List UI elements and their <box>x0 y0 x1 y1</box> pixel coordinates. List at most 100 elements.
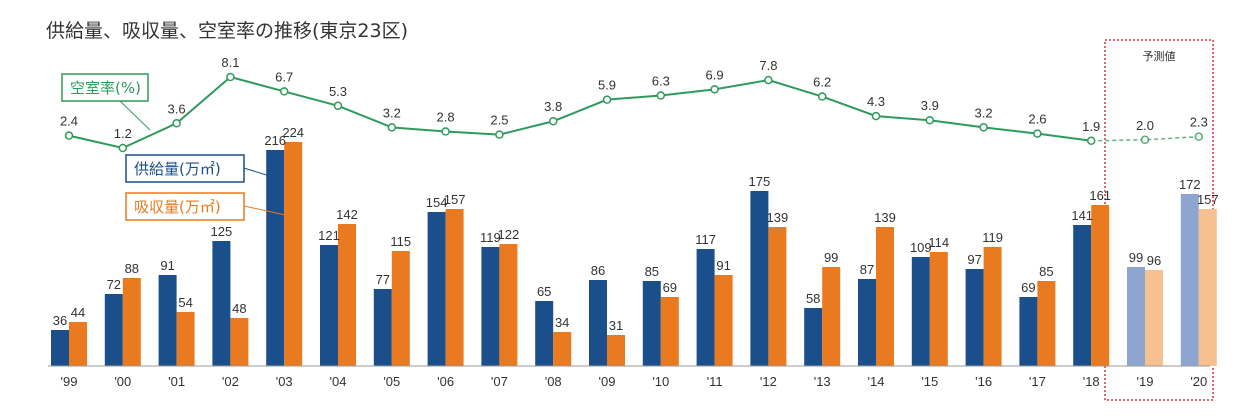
absorption-value-label: 119 <box>982 230 1003 245</box>
supply-bar <box>858 279 876 366</box>
vacancy-value-label: 2.4 <box>60 114 78 129</box>
vacancy-value-label: 1.2 <box>114 126 132 141</box>
absorption-value-label: 142 <box>336 207 358 222</box>
vacancy-value-label: 1.9 <box>1082 119 1100 134</box>
legend-vacancy-box <box>61 73 149 102</box>
x-tick-label: '05 <box>383 374 400 389</box>
absorption-bar <box>176 312 195 366</box>
vacancy-point <box>495 130 504 139</box>
vacancy-point <box>172 119 181 128</box>
legend-absorption-label: 吸収量(万㎡) <box>134 198 221 216</box>
legend-vacancy-leader <box>119 100 151 131</box>
vacancy-value-label: 6.9 <box>706 67 724 82</box>
absorption-value-label: 224 <box>282 125 304 140</box>
absorption-bar <box>714 275 733 366</box>
x-tick-label: '19 <box>1137 374 1154 389</box>
absorption-bar <box>822 267 841 366</box>
vacancy-value-label: 6.3 <box>652 74 670 89</box>
absorption-bar <box>338 224 356 366</box>
supply-bar <box>1180 194 1199 366</box>
supply-bar <box>1073 225 1092 366</box>
forecast-label: 予測値 <box>1143 49 1176 63</box>
absorption-value-label: 114 <box>928 235 949 250</box>
legend-vacancy: 空室率(%) <box>61 73 151 131</box>
absorption-value-label: 34 <box>555 315 569 330</box>
absorption-bar <box>1091 205 1110 366</box>
absorption-value-label: 99 <box>824 250 838 265</box>
vacancy-line-layer: 2.4 1.2 3.6 8.1 6.7 5.3 3.2 2.8 2.5 3.8 5.9 6.3 6.9 7… <box>60 55 1208 153</box>
supply-value-label: 86 <box>591 263 605 278</box>
vacancy-point <box>1140 135 1150 145</box>
supply-value-label: 175 <box>749 174 771 189</box>
vacancy-point <box>656 91 666 100</box>
supply-bar <box>104 294 123 366</box>
supply-bar <box>158 275 177 366</box>
x-tick-label: '17 <box>1029 374 1046 389</box>
x-tick-label: '09 <box>599 374 616 389</box>
supply-value-label: 77 <box>376 272 390 287</box>
absorption-value-label: 54 <box>178 295 192 310</box>
absorption-bar <box>553 332 572 366</box>
supply-value-label: 119 <box>480 230 501 245</box>
vacancy-value-label: 2.5 <box>490 113 508 128</box>
supply-bar <box>427 212 446 366</box>
supply-value-label: 121 <box>318 228 340 243</box>
vacancy-point <box>1194 132 1204 141</box>
supply-bar <box>1127 267 1145 366</box>
vacancy-value-label: 2.6 <box>1028 112 1046 127</box>
supply-value-label: 117 <box>695 232 716 247</box>
x-axis-ticks: '99 '00 '01 '02 '03 '04 '05 '06 '07 '08 '09 '10 '11 '… <box>61 374 1208 389</box>
absorption-bar <box>1145 270 1163 366</box>
vacancy-point <box>279 87 289 96</box>
x-tick-label: '16 <box>975 374 992 389</box>
supply-bar <box>212 241 231 366</box>
supply-bar <box>320 245 338 366</box>
supply-bar <box>804 308 823 366</box>
supply-value-label: 172 <box>1179 177 1201 192</box>
absorption-value-label: 139 <box>767 210 789 225</box>
vacancy-point <box>602 95 612 104</box>
supply-bar <box>535 301 554 366</box>
supply-value-label: 58 <box>806 291 820 306</box>
vacancy-point <box>64 131 74 140</box>
absorption-value-label: 122 <box>498 227 520 242</box>
vacancy-point <box>548 116 558 126</box>
vacancy-value-label: 6.7 <box>275 69 293 84</box>
vacancy-point <box>817 92 827 101</box>
supply-value-label: 91 <box>160 258 174 273</box>
vacancy-value-label: 3.2 <box>383 105 401 120</box>
vacancy-value-label: 2.0 <box>1136 118 1154 133</box>
vacancy-value-label: 2.8 <box>437 110 455 125</box>
absorption-value-label: 157 <box>444 192 466 207</box>
x-tick-label: '13 <box>814 374 831 389</box>
absorption-bar <box>122 278 141 366</box>
chart-title: 供給量、吸収量、空室率の推移(東京23区) <box>46 20 408 42</box>
supply-bar <box>373 289 392 366</box>
legend-absorption-box <box>125 192 245 221</box>
vacancy-value-label: 3.2 <box>975 105 993 120</box>
x-tick-label: '15 <box>921 374 938 389</box>
legend-supply-box <box>125 154 245 183</box>
vacancy-point <box>1033 129 1042 138</box>
legend-absorption-leader <box>243 205 291 217</box>
absorption-bar <box>876 227 894 366</box>
x-tick-label: '01 <box>168 374 185 389</box>
supply-value-label: 36 <box>53 313 67 328</box>
x-tick-label: '06 <box>437 374 454 389</box>
supply-value-label: 65 <box>537 284 551 299</box>
vacancy-value-label: 3.6 <box>168 101 186 116</box>
x-tick-label: '11 <box>707 374 723 389</box>
supply-bar <box>696 249 715 366</box>
vacancy-value-label: 4.3 <box>867 94 885 109</box>
supply-bar <box>266 150 285 366</box>
absorption-bar <box>768 227 787 366</box>
absorption-bar <box>499 244 518 366</box>
x-tick-label: '00 <box>114 374 131 389</box>
absorption-value-label: 69 <box>663 280 677 295</box>
supply-value-label: 87 <box>860 262 874 277</box>
absorption-value-label: 31 <box>609 318 623 333</box>
vacancy-value-label: 2.3 <box>1190 115 1208 130</box>
supply-value-label: 109 <box>910 240 932 255</box>
vacancy-forecast-line <box>1091 135 1199 142</box>
